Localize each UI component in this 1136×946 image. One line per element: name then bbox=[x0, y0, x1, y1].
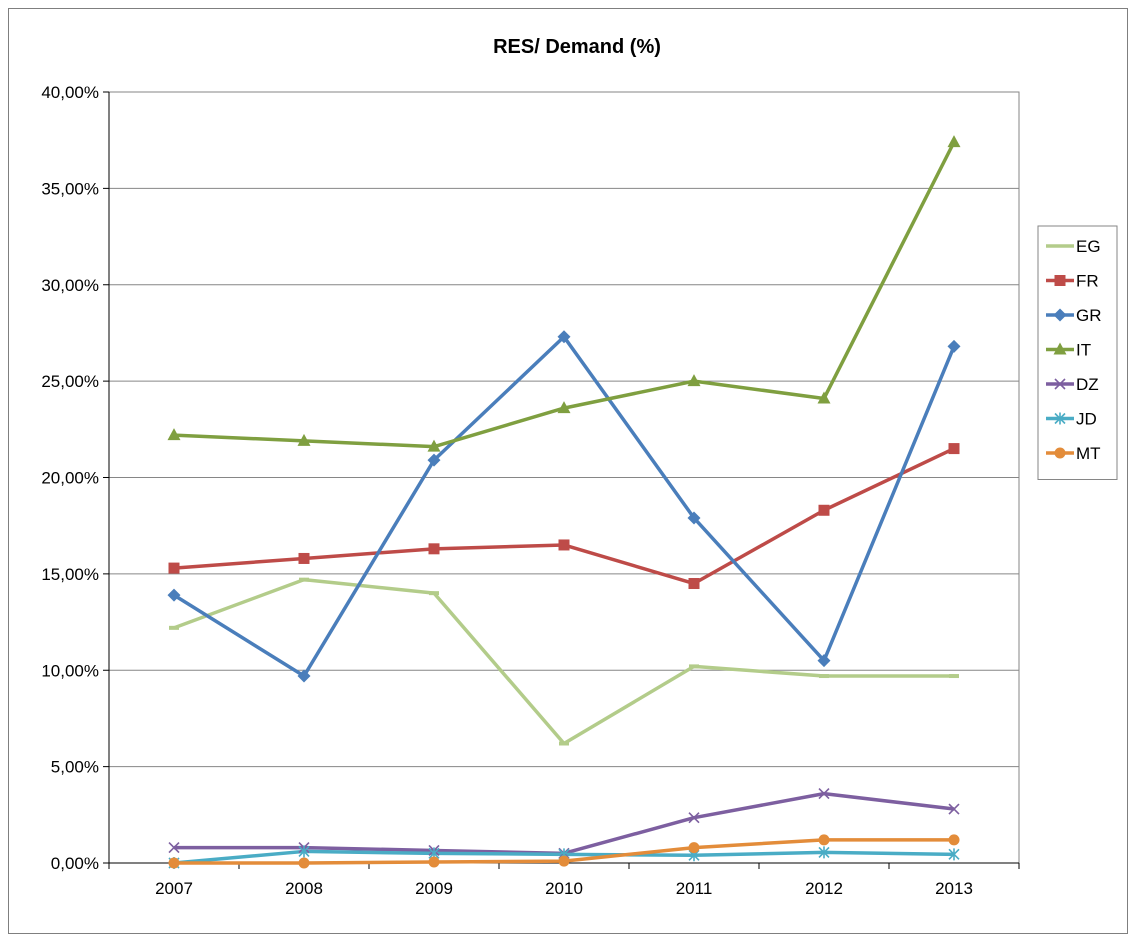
y-tick-label: 20,00% bbox=[41, 469, 99, 488]
data-point-gr bbox=[167, 588, 181, 602]
legend-label-dz: DZ bbox=[1076, 375, 1099, 394]
legend-marker-jd bbox=[1054, 412, 1066, 425]
y-tick-label: 30,00% bbox=[41, 276, 99, 295]
y-tick-label: 5,00% bbox=[51, 758, 99, 777]
data-point-mt bbox=[168, 857, 180, 869]
data-point-fr bbox=[688, 578, 700, 590]
x-tick-label: 2007 bbox=[155, 879, 193, 898]
y-tick-label: 35,00% bbox=[41, 179, 99, 198]
legend-marker-gr bbox=[1053, 308, 1067, 322]
y-tick-label: 25,00% bbox=[41, 372, 99, 391]
y-tick-label: 40,00% bbox=[41, 83, 99, 102]
x-tick-label: 2010 bbox=[545, 879, 583, 898]
data-point-it bbox=[817, 391, 831, 404]
series-lines bbox=[173, 141, 956, 865]
line-chart: RES/ Demand (%) 0,00% 5,00% 10,00% 15,00% 20… bbox=[41, 36, 1118, 898]
data-point-mt bbox=[688, 842, 700, 854]
data-point-mt bbox=[818, 834, 830, 846]
legend-label-fr: FR bbox=[1076, 272, 1099, 291]
series-line-eg bbox=[173, 577, 954, 746]
data-point-it bbox=[687, 374, 701, 387]
y-tick-label: 15,00% bbox=[41, 565, 99, 584]
x-tick-label: 2013 bbox=[935, 879, 973, 898]
chart-title: RES/ Demand (%) bbox=[493, 36, 661, 58]
legend-marker-dz bbox=[1054, 378, 1066, 390]
data-point-fr bbox=[428, 543, 440, 555]
data-point-fr bbox=[168, 562, 180, 574]
legend-marker-it bbox=[1053, 342, 1067, 355]
series-line-fr bbox=[173, 447, 955, 586]
y-axis-ticks: 0,00% 5,00% 10,00% 15,00% 20,00% 25,00% 30,00%… bbox=[41, 83, 109, 873]
data-point-mt bbox=[948, 834, 960, 846]
data-point-fr bbox=[818, 504, 830, 516]
data-point-dz bbox=[168, 842, 180, 854]
x-tick-label: 2012 bbox=[805, 879, 843, 898]
x-axis-ticks: 2007 2008 2009 2010 2011 2012 2013 bbox=[108, 863, 1020, 898]
data-point-mt bbox=[298, 857, 310, 869]
data-point-jd bbox=[948, 848, 960, 861]
data-point-dz bbox=[688, 812, 700, 824]
y-tick-label: 0,00% bbox=[51, 854, 99, 873]
data-point-fr bbox=[948, 443, 960, 455]
data-point-gr bbox=[947, 339, 961, 353]
data-point-jd bbox=[298, 845, 310, 858]
y-tick-label: 10,00% bbox=[41, 661, 99, 680]
data-point-jd bbox=[818, 846, 830, 859]
data-point-it bbox=[167, 428, 181, 441]
series-line-gr bbox=[173, 335, 956, 678]
series-line-it bbox=[173, 141, 956, 449]
legend-marker-mt bbox=[1054, 447, 1066, 459]
legend: EG FR GR IT DZ JD MT bbox=[1037, 225, 1118, 480]
x-tick-label: 2008 bbox=[285, 879, 323, 898]
data-point-gr bbox=[817, 654, 831, 668]
data-point-gr bbox=[557, 330, 571, 344]
gridlines bbox=[109, 91, 1019, 768]
data-point-fr bbox=[298, 552, 310, 564]
legend-label-it: IT bbox=[1076, 341, 1091, 360]
data-point-it bbox=[427, 439, 441, 452]
series-line-dz bbox=[174, 791, 955, 856]
data-point-mt bbox=[558, 855, 570, 867]
data-point-it bbox=[947, 135, 961, 148]
legend-box bbox=[1037, 225, 1118, 480]
data-point-dz bbox=[948, 803, 960, 815]
data-point-gr bbox=[297, 669, 311, 683]
data-point-mt bbox=[428, 856, 440, 868]
legend-label-eg: EG bbox=[1076, 237, 1101, 256]
x-tick-label: 2009 bbox=[415, 879, 453, 898]
legend-marker-fr bbox=[1054, 275, 1066, 286]
x-tick-label: 2011 bbox=[676, 879, 713, 898]
data-point-fr bbox=[558, 539, 570, 551]
data-point-it bbox=[557, 401, 571, 414]
legend-label-gr: GR bbox=[1076, 306, 1102, 325]
data-point-it bbox=[297, 433, 311, 446]
data-point-gr bbox=[427, 453, 441, 467]
legend-label-mt: MT bbox=[1076, 444, 1101, 463]
data-point-dz bbox=[818, 788, 830, 800]
chart-frame: RES/ Demand (%) 0,00% 5,00% 10,00% 15,00% 20… bbox=[8, 8, 1128, 934]
legend-label-jd: JD bbox=[1076, 410, 1097, 429]
